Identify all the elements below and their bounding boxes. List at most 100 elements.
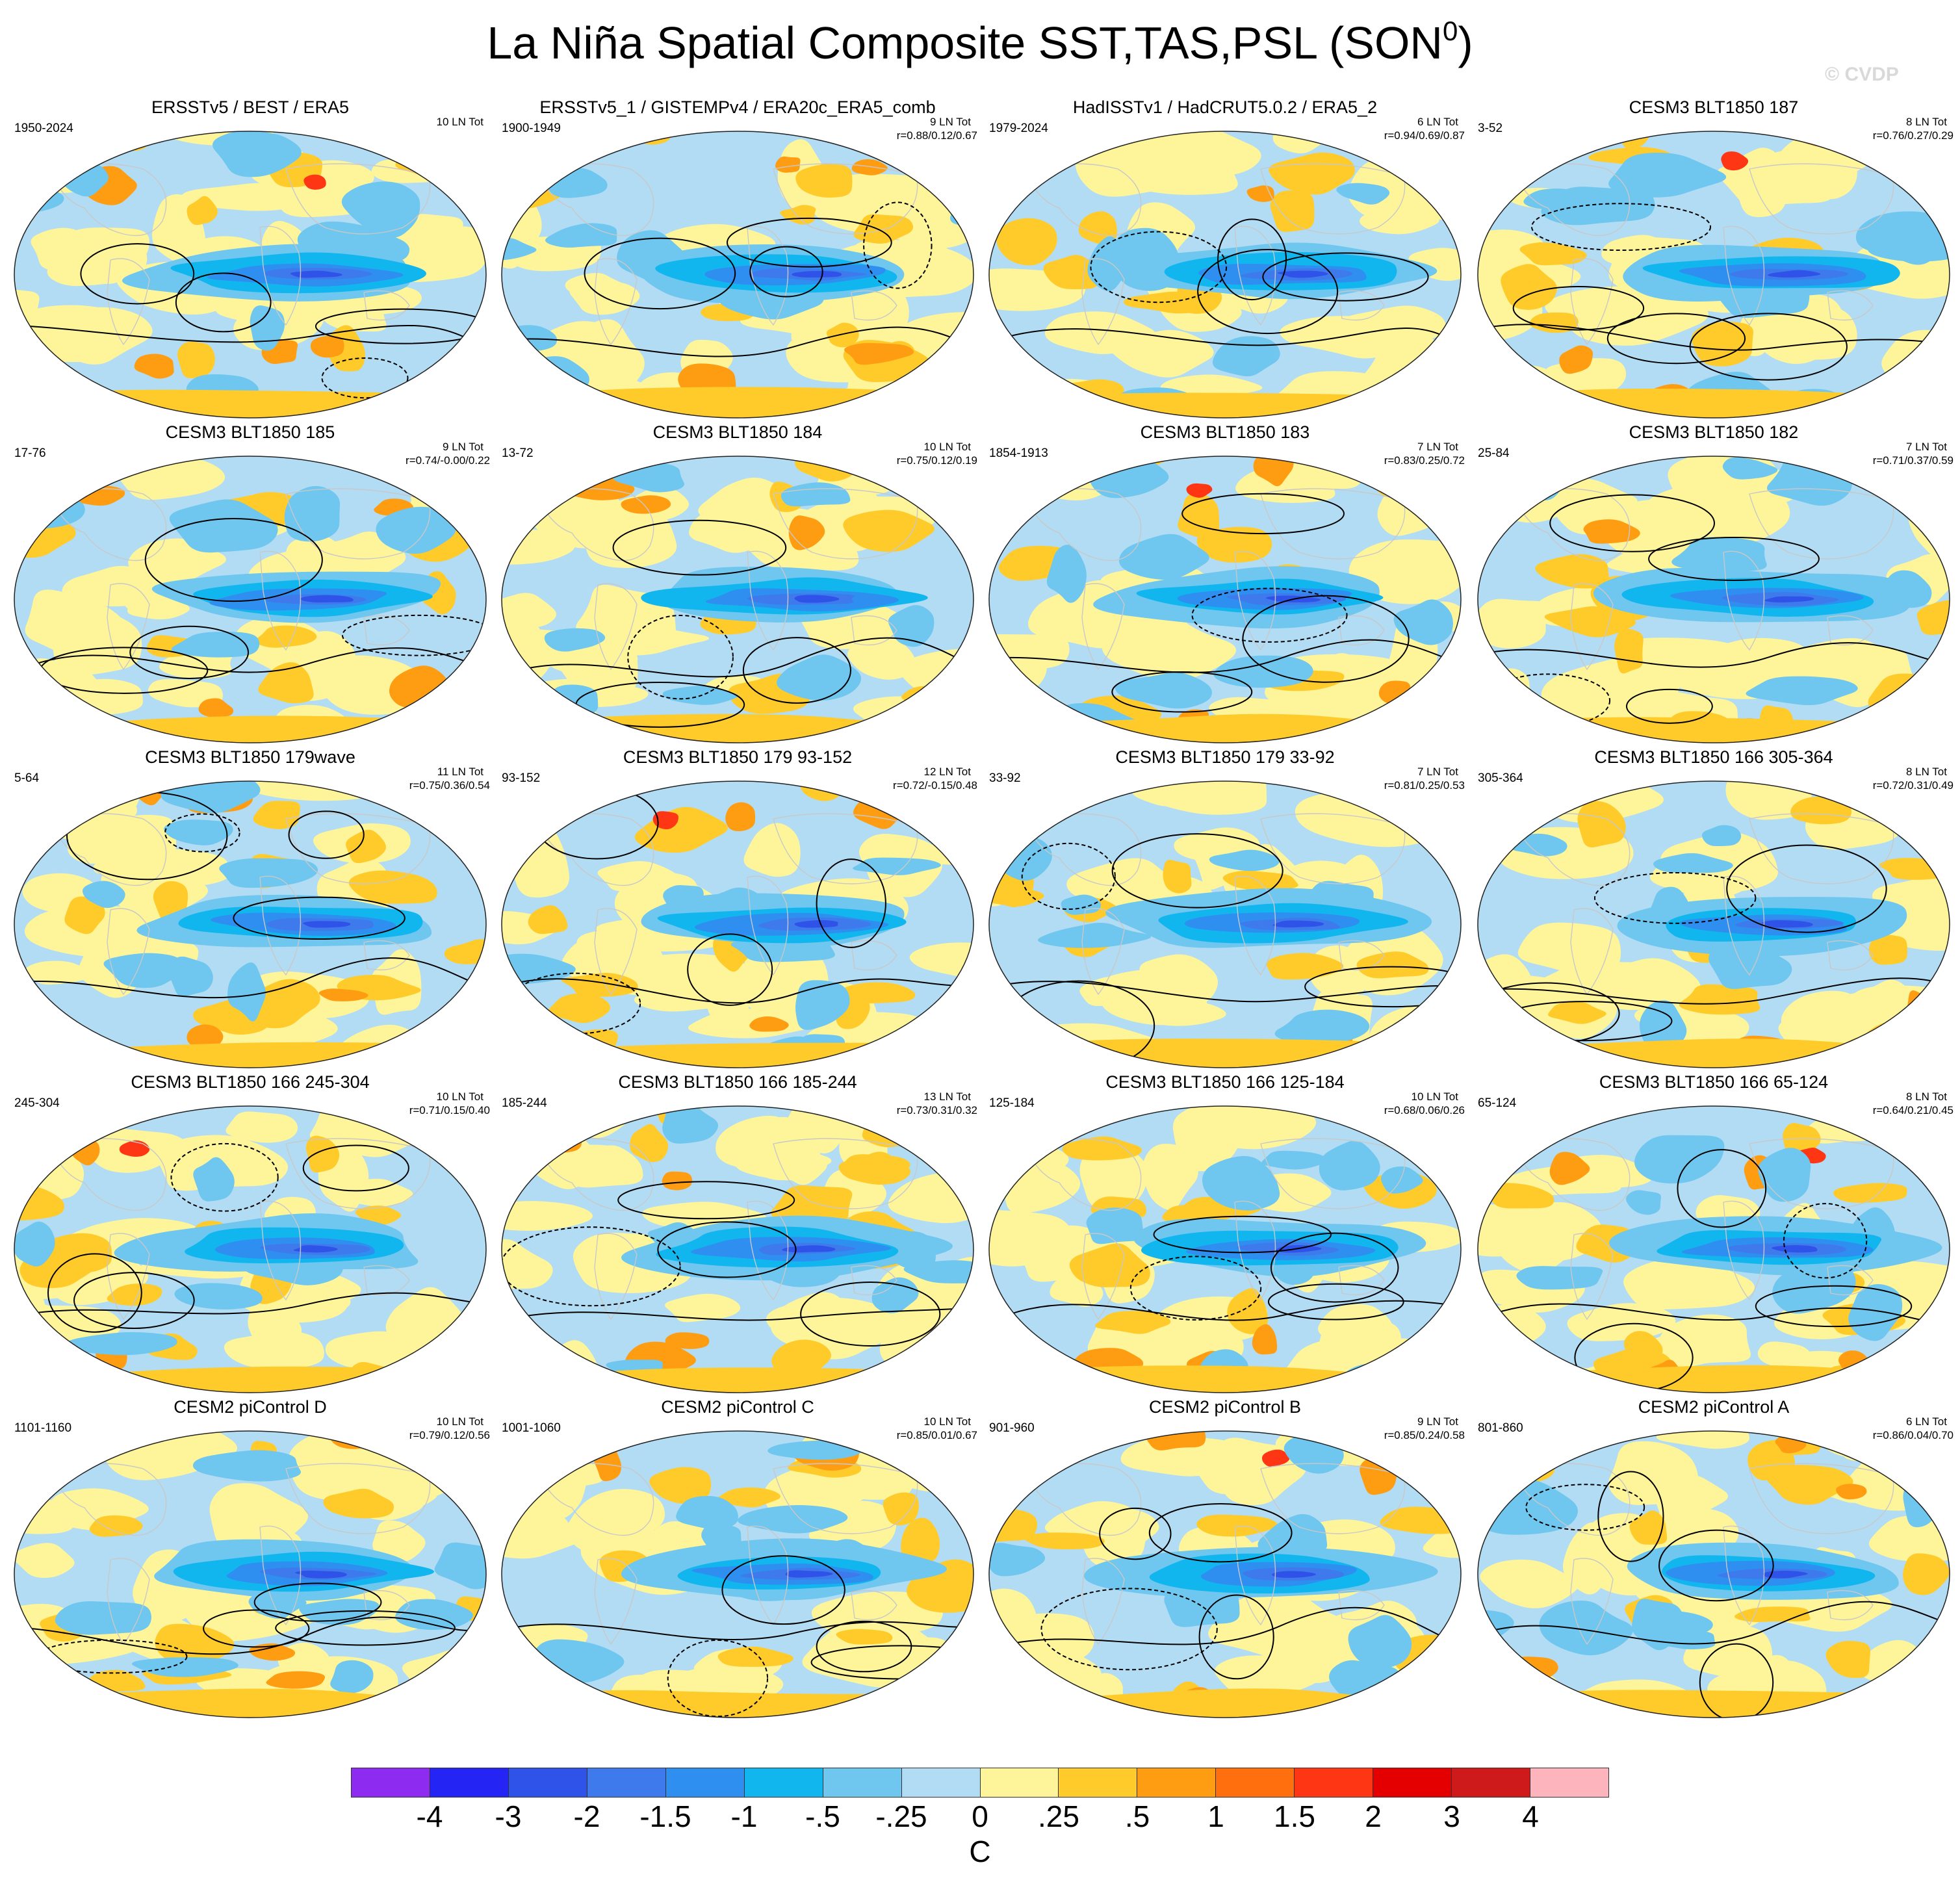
panel-year-range: 33-92 [989, 771, 1021, 785]
panel-year-range: 1854-1913 [989, 446, 1048, 460]
figure-title: La Niña Spatial Composite SST,TAS,PSL (S… [487, 15, 1473, 68]
panel-event-count: 10 LN Tot [923, 1415, 971, 1428]
map-panel: CESM3 BLT1850 185 17-76 9 LN Tot r=0.74/-0.… [6, 422, 494, 747]
colorbar-box [352, 1768, 430, 1797]
colorbar-box [980, 1768, 1059, 1797]
panel-correlation: r=0.79/0.12/0.56 [409, 1429, 490, 1441]
panel-year-range: 1101-1160 [14, 1421, 72, 1435]
panel-event-count: 13 LN Tot [923, 1090, 971, 1103]
panel-title: CESM3 BLT1850 184 [652, 422, 823, 442]
panel-correlation: r=0.74/-0.00/0.22 [406, 454, 490, 467]
map-panel: CESM3 BLT1850 187 3-52 8 LN Tot r=0.76/0.27… [1470, 97, 1957, 422]
map-panel: CESM3 BLT1850 166 185-244 185-244 13 LN To… [494, 1072, 981, 1397]
colorbar-tick-label: 4 [1522, 1799, 1539, 1833]
colorbar-tick-label: .5 [1124, 1799, 1150, 1833]
map-panel: CESM2 piControl C 1001-1060 10 LN Tot r=0.8… [494, 1397, 981, 1722]
panel-event-count: 9 LN Tot [929, 116, 971, 128]
colorbar-tick-label: .25 [1038, 1799, 1079, 1833]
sst-anomaly-map [501, 1430, 974, 1718]
sst-anomaly-map [1477, 1105, 1950, 1393]
panel-event-count: 8 LN Tot [1905, 116, 1947, 128]
sst-anomaly-map [501, 780, 974, 1068]
colorbar-box [1059, 1768, 1138, 1797]
panel-year-range: 1900-1949 [502, 122, 561, 135]
colorbar-tick-label: 3 [1443, 1799, 1460, 1833]
sst-anomaly-map [1477, 780, 1950, 1068]
panel-event-count: 10 LN Tot [1411, 1090, 1458, 1103]
colorbar-box [1137, 1768, 1217, 1797]
colorbar-tick-label: -.5 [805, 1799, 840, 1833]
panel-title: ERSSTv5_1 / GISTEMPv4 / ERA20c_ERA5_comb [539, 97, 936, 117]
panel-title: CESM3 BLT1850 185 [165, 422, 335, 442]
colorbar-tick-label: -2 [573, 1799, 600, 1833]
map-panel: CESM3 BLT1850 166 305-364 305-364 8 LN Tot… [1470, 747, 1957, 1072]
panel-year-range: 185-244 [502, 1096, 547, 1110]
colorbar-tick-label: -.25 [875, 1799, 927, 1833]
panel-year-range: 13-72 [502, 446, 534, 460]
panel-correlation: r=0.72/-0.15/0.48 [893, 779, 977, 792]
sst-anomaly-map [988, 1105, 1462, 1393]
panel-correlation: r=0.72/0.31/0.49 [1872, 779, 1954, 792]
panel-title: CESM3 BLT1850 179 33-92 [1115, 747, 1335, 767]
panel-event-count: 6 LN Tot [1905, 1415, 1947, 1428]
panel-correlation: r=0.75/0.12/0.19 [896, 454, 977, 467]
sst-anomaly-map [1477, 1430, 1950, 1718]
panel-event-count: 10 LN Tot [436, 116, 484, 128]
colorbar-tick-label: 1 [1207, 1799, 1224, 1833]
sst-anomaly-map [14, 780, 487, 1068]
panel-title: CESM3 BLT1850 166 305-364 [1594, 747, 1833, 767]
sst-anomaly-map [14, 1105, 487, 1393]
sst-anomaly-map [988, 131, 1462, 419]
sst-anomaly-map [501, 1105, 974, 1393]
colorbar-tick-label: -1.5 [639, 1799, 691, 1833]
panel-year-range: 1979-2024 [989, 122, 1048, 135]
sst-anomaly-map [14, 1430, 487, 1718]
panel-event-count: 12 LN Tot [923, 766, 971, 778]
panel-event-count: 10 LN Tot [436, 1090, 484, 1103]
panel-year-range: 1950-2024 [14, 122, 73, 135]
map-panel: CESM3 BLT1850 182 25-84 7 LN Tot r=0.71/0.3… [1470, 422, 1957, 747]
panel-correlation: r=0.88/0.12/0.67 [896, 129, 977, 142]
colorbar-tick-label: 2 [1365, 1799, 1382, 1833]
colorbar-box [1452, 1768, 1531, 1797]
colorbar-box [430, 1768, 509, 1797]
map-panel: CESM3 BLT1850 179wave 5-64 11 LN Tot r=0.75… [6, 747, 494, 1072]
panel-year-range: 5-64 [14, 771, 40, 785]
panel-year-range: 3-52 [1478, 122, 1503, 135]
map-panel: CESM3 BLT1850 184 13-72 10 LN Tot r=0.75/0.… [494, 422, 981, 747]
panel-correlation: r=0.71/0.37/0.59 [1872, 454, 1954, 467]
panel-correlation: r=0.86/0.04/0.70 [1872, 1429, 1954, 1441]
panel-correlation: r=0.73/0.31/0.32 [896, 1104, 977, 1116]
colorbar-tick-label: 0 [972, 1799, 988, 1833]
colorbar-tick-label: -4 [416, 1799, 443, 1833]
map-panel: CESM3 BLT1850 179 93-152 93-152 12 LN Tot r… [494, 747, 981, 1072]
map-panel: ERSSTv5_1 / GISTEMPv4 / ERA20c_ERA5_comb… [494, 97, 981, 422]
panel-event-count: 8 LN Tot [1905, 766, 1947, 778]
panel-event-count: 9 LN Tot [1417, 1415, 1458, 1428]
panel-year-range: 801-860 [1478, 1421, 1523, 1435]
panel-correlation: r=0.85/0.24/0.58 [1384, 1429, 1465, 1441]
map-panel: CESM2 piControl D 1101-1160 10 LN Tot r=0.7… [6, 1397, 494, 1722]
sst-anomaly-map [988, 1430, 1462, 1718]
sst-anomaly-map [14, 456, 487, 743]
colorbar-box [508, 1768, 587, 1797]
map-panel: CESM3 BLT1850 183 1854-1913 7 LN Tot r=0.83… [981, 422, 1469, 747]
panel-event-count: 7 LN Tot [1417, 766, 1458, 778]
panel-event-count: 7 LN Tot [1417, 441, 1458, 453]
panel-title: CESM2 piControl B [1148, 1397, 1302, 1417]
sst-anomaly-map [501, 456, 974, 743]
panel-title: CESM3 BLT1850 166 65-124 [1599, 1072, 1829, 1092]
map-panel: ERSSTv5 / BEST / ERA5 1950-2024 10 LN Tot [6, 97, 494, 422]
sst-anomaly-map [501, 131, 974, 419]
panel-year-range: 245-304 [14, 1096, 60, 1110]
colorbar-unit: C [969, 1835, 991, 1868]
panel-title: CESM3 BLT1850 166 245-304 [131, 1072, 370, 1092]
sst-anomaly-map [1477, 456, 1950, 743]
panel-correlation: r=0.71/0.15/0.40 [409, 1104, 490, 1116]
panel-event-count: 11 LN Tot [437, 766, 484, 778]
panel-title: HadISSTv1 / HadCRUT5.0.2 / ERA5_2 [1072, 97, 1378, 117]
sst-anomaly-map [988, 780, 1462, 1068]
panel-correlation: r=0.76/0.27/0.29 [1872, 129, 1954, 142]
panel-year-range: 1001-1060 [502, 1421, 561, 1435]
panel-year-range: 901-960 [989, 1421, 1035, 1435]
